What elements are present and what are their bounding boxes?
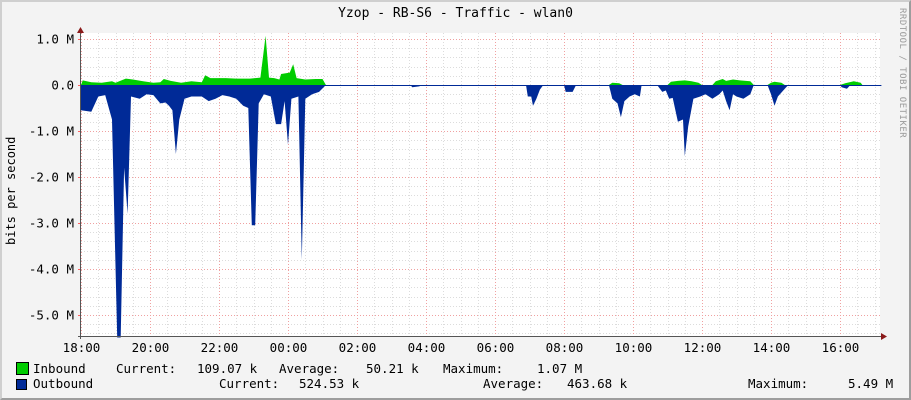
plot-area: [81, 33, 880, 336]
legend-outbound-label: Outbound: [33, 376, 94, 391]
x-tick-label: 20:00: [132, 340, 170, 355]
x-tick-label: 18:00: [63, 340, 101, 355]
legend-outbound-average: 463.68 k: [567, 376, 628, 391]
legend-outbound-current: 524.53 k: [299, 376, 360, 391]
legend-outbound-average-label: Average:: [483, 376, 544, 391]
y-tick-label: -3.0 M: [29, 216, 74, 231]
legend-outbound-swatch-wrap: [16, 377, 27, 392]
legend-inbound-maximum-label: Maximum:: [443, 361, 504, 376]
rrdtool-watermark: RRDTOOL / TOBI OETIKER: [897, 8, 907, 139]
chart-title: Yzop - RB-S6 - Traffic - wlan0: [338, 6, 573, 21]
x-tick-label: 06:00: [477, 340, 515, 355]
legend-outbound-maximum-label: Maximum:: [748, 376, 809, 391]
x-axis-arrow-icon: [881, 333, 887, 340]
x-tick-label: 16:00: [822, 340, 860, 355]
legend-inbound-swatch: [16, 362, 29, 375]
legend-inbound-swatch-wrap: [16, 362, 29, 377]
legend-outbound-maximum: 5.49 M: [848, 376, 894, 391]
x-tick-label: 02:00: [339, 340, 377, 355]
y-tick-label: 1.0 M: [36, 32, 74, 47]
y-tick-label: -2.0 M: [29, 170, 74, 185]
y-axis-arrow-icon: [77, 27, 84, 33]
y-tick-label: -4.0 M: [29, 262, 74, 277]
y-tick-label: 0.0: [51, 78, 74, 93]
y-tick-label: -1.0 M: [29, 124, 74, 139]
x-tick-label: 08:00: [546, 340, 584, 355]
y-tick-label: -5.0 M: [29, 308, 74, 323]
legend-inbound-current-label: Current:: [116, 361, 177, 376]
x-tick-label: 22:00: [201, 340, 239, 355]
x-tick-label: 14:00: [753, 340, 791, 355]
x-tick-label: 10:00: [615, 340, 653, 355]
legend-outbound-swatch: [16, 379, 27, 390]
legend-inbound-label: Inbound: [33, 361, 86, 376]
x-tick-label: 12:00: [684, 340, 722, 355]
legend-outbound-current-label: Current:: [219, 376, 280, 391]
legend-inbound-average: 50.21 k: [366, 361, 419, 376]
x-tick-label: 04:00: [408, 340, 446, 355]
legend-inbound-current: 109.07 k: [197, 361, 258, 376]
x-tick-label: 00:00: [270, 340, 308, 355]
legend-inbound-maximum: 1.07 M: [537, 361, 583, 376]
legend-inbound-average-label: Average:: [279, 361, 340, 376]
